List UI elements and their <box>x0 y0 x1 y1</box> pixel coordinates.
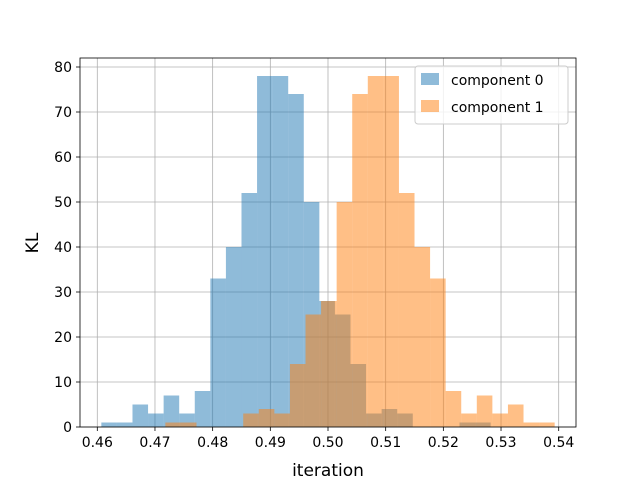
x-tick-label: 0.54 <box>543 435 574 451</box>
histogram-bar <box>430 278 446 427</box>
y-tick-label: 0 <box>63 420 72 436</box>
y-tick-label: 10 <box>54 375 72 391</box>
histogram-bar <box>225 247 242 427</box>
x-tick-label: 0.48 <box>197 435 228 451</box>
histogram-bar <box>445 391 462 427</box>
y-tick-label: 40 <box>54 240 72 256</box>
histogram-bar <box>461 413 477 427</box>
histogram-bar <box>272 76 289 427</box>
legend: component 0 component 1 <box>414 65 569 125</box>
legend-swatch-component-0 <box>421 73 439 85</box>
histogram-bar <box>163 395 180 427</box>
y-tick-label: 20 <box>54 330 72 346</box>
legend-label-component-1: component 1 <box>451 100 544 116</box>
histogram-bar <box>352 94 368 427</box>
x-tick-label: 0.52 <box>428 435 459 451</box>
histogram-bar <box>180 422 197 427</box>
histogram-bar <box>383 76 399 427</box>
x-axis-label: iteration <box>292 461 364 480</box>
series-component-1 <box>165 76 555 427</box>
axis-ticks: 0.46 0.47 0.48 0.49 0.50 0.51 0.52 0.53 0.54 0 10 2… <box>54 60 574 451</box>
y-axis-label: KL <box>23 232 43 253</box>
histogram-bar <box>523 422 540 427</box>
histogram-bar <box>476 395 493 427</box>
histogram-bar <box>274 413 290 427</box>
y-tick-label: 80 <box>54 60 72 76</box>
histogram-bar <box>336 202 353 427</box>
histogram-bar <box>194 391 211 427</box>
histogram-bar <box>539 422 555 427</box>
histogram-bar <box>321 301 337 427</box>
histogram-bar <box>116 422 133 427</box>
histogram-bar <box>243 413 259 427</box>
x-tick-label: 0.50 <box>312 435 343 451</box>
histogram-bar <box>288 94 304 427</box>
histogram-bar <box>289 364 306 427</box>
histogram-bar <box>132 404 149 427</box>
histogram-bar <box>507 404 524 427</box>
histogram-bar <box>148 413 164 427</box>
histogram-bar <box>257 76 273 427</box>
legend-label-component-0: component 0 <box>451 73 544 89</box>
x-tick-label: 0.53 <box>485 435 516 451</box>
legend-swatch-component-1 <box>421 100 439 112</box>
y-tick-label: 50 <box>54 195 72 211</box>
y-tick-label: 30 <box>54 285 72 301</box>
x-tick-label: 0.49 <box>255 435 286 451</box>
y-tick-label: 60 <box>54 150 72 166</box>
histogram-bar <box>414 247 431 427</box>
histogram-bar <box>398 193 415 427</box>
x-tick-label: 0.47 <box>139 435 170 451</box>
histogram-bar <box>492 413 508 427</box>
histogram-bar <box>241 193 258 427</box>
legend-box <box>414 65 569 125</box>
histogram-bar <box>258 409 275 427</box>
histogram-bar <box>367 76 384 427</box>
y-tick-label: 70 <box>54 105 72 121</box>
histogram-bar <box>101 422 117 427</box>
histogram-bar <box>305 314 322 427</box>
histogram-bars <box>101 76 555 427</box>
histogram-bar <box>210 278 226 427</box>
histogram-bar <box>165 422 181 427</box>
x-tick-label: 0.46 <box>82 435 113 451</box>
x-tick-label: 0.51 <box>370 435 401 451</box>
